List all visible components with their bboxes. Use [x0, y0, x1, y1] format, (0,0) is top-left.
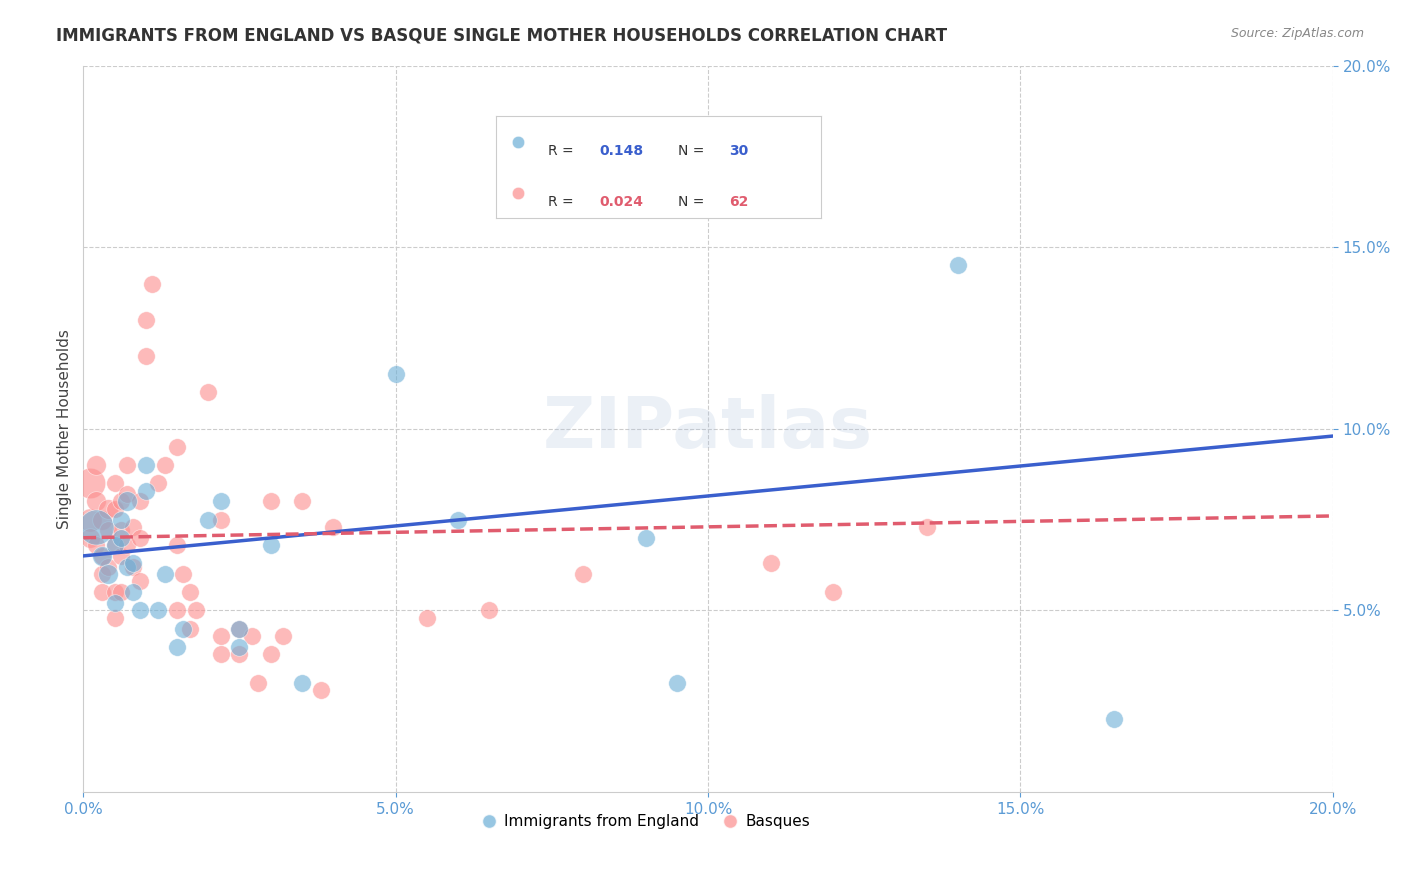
Point: [103, 476, 125, 491]
Point: [97, 501, 120, 516]
Point: [84, 458, 107, 472]
Point: [153, 458, 176, 472]
Point: [228, 647, 250, 661]
Point: [228, 622, 250, 636]
Point: [115, 538, 138, 552]
Point: [84, 520, 107, 534]
Point: [572, 567, 595, 582]
Point: [148, 603, 170, 617]
Point: [135, 483, 157, 498]
Text: ZIPatlas: ZIPatlas: [543, 394, 873, 463]
Point: [166, 440, 188, 454]
Point: [110, 549, 132, 563]
Point: [122, 556, 145, 570]
Point: [153, 567, 176, 582]
Point: [110, 512, 132, 526]
Point: [209, 647, 232, 661]
Point: [915, 520, 938, 534]
Point: [91, 549, 114, 563]
Point: [228, 640, 250, 654]
Point: [197, 512, 219, 526]
Point: [447, 512, 470, 526]
Point: [103, 501, 125, 516]
Point: [823, 585, 845, 599]
Point: [91, 549, 114, 563]
Point: [172, 622, 194, 636]
Point: [128, 494, 150, 508]
Point: [291, 494, 314, 508]
Point: [759, 556, 782, 570]
Point: [128, 603, 150, 617]
Point: [103, 585, 125, 599]
Point: [184, 603, 207, 617]
Point: [110, 585, 132, 599]
Point: [240, 629, 263, 643]
Point: [110, 494, 132, 508]
Point: [84, 494, 107, 508]
Point: [97, 567, 120, 582]
Point: [128, 531, 150, 545]
Point: [179, 585, 201, 599]
Point: [416, 610, 439, 624]
Point: [122, 520, 145, 534]
Point: [166, 640, 188, 654]
Point: [115, 487, 138, 501]
Point: [209, 629, 232, 643]
Point: [91, 585, 114, 599]
Point: [79, 476, 101, 491]
Legend: Immigrants from England, Basques: Immigrants from England, Basques: [475, 808, 815, 835]
Y-axis label: Single Mother Households: Single Mother Households: [58, 329, 72, 529]
Point: [271, 629, 294, 643]
Point: [79, 531, 101, 545]
Point: [103, 538, 125, 552]
Point: [141, 277, 163, 291]
Point: [122, 559, 145, 574]
Text: Source: ZipAtlas.com: Source: ZipAtlas.com: [1230, 27, 1364, 40]
Point: [665, 676, 688, 690]
Point: [322, 520, 344, 534]
Point: [103, 538, 125, 552]
Point: [115, 494, 138, 508]
Point: [166, 603, 188, 617]
Point: [91, 512, 114, 526]
Point: [135, 313, 157, 327]
Point: [110, 531, 132, 545]
Point: [110, 524, 132, 538]
Point: [103, 596, 125, 610]
Point: [97, 559, 120, 574]
Point: [79, 512, 101, 526]
Point: [260, 538, 283, 552]
Point: [97, 524, 120, 538]
Point: [91, 567, 114, 582]
Point: [946, 258, 969, 272]
Point: [478, 603, 501, 617]
Point: [291, 676, 314, 690]
Point: [135, 458, 157, 472]
Point: [634, 531, 657, 545]
Point: [1102, 712, 1125, 726]
Point: [115, 559, 138, 574]
Point: [115, 458, 138, 472]
Point: [309, 683, 332, 698]
Point: [103, 610, 125, 624]
Point: [260, 647, 283, 661]
Point: [197, 385, 219, 400]
Point: [122, 585, 145, 599]
Point: [228, 622, 250, 636]
Point: [384, 368, 406, 382]
Point: [247, 676, 270, 690]
Point: [148, 476, 170, 491]
Point: [179, 622, 201, 636]
Point: [172, 567, 194, 582]
Text: IMMIGRANTS FROM ENGLAND VS BASQUE SINGLE MOTHER HOUSEHOLDS CORRELATION CHART: IMMIGRANTS FROM ENGLAND VS BASQUE SINGLE…: [56, 27, 948, 45]
Point: [84, 538, 107, 552]
Point: [166, 538, 188, 552]
Point: [209, 512, 232, 526]
Point: [209, 494, 232, 508]
Point: [128, 574, 150, 589]
Point: [260, 494, 283, 508]
Point: [135, 349, 157, 363]
